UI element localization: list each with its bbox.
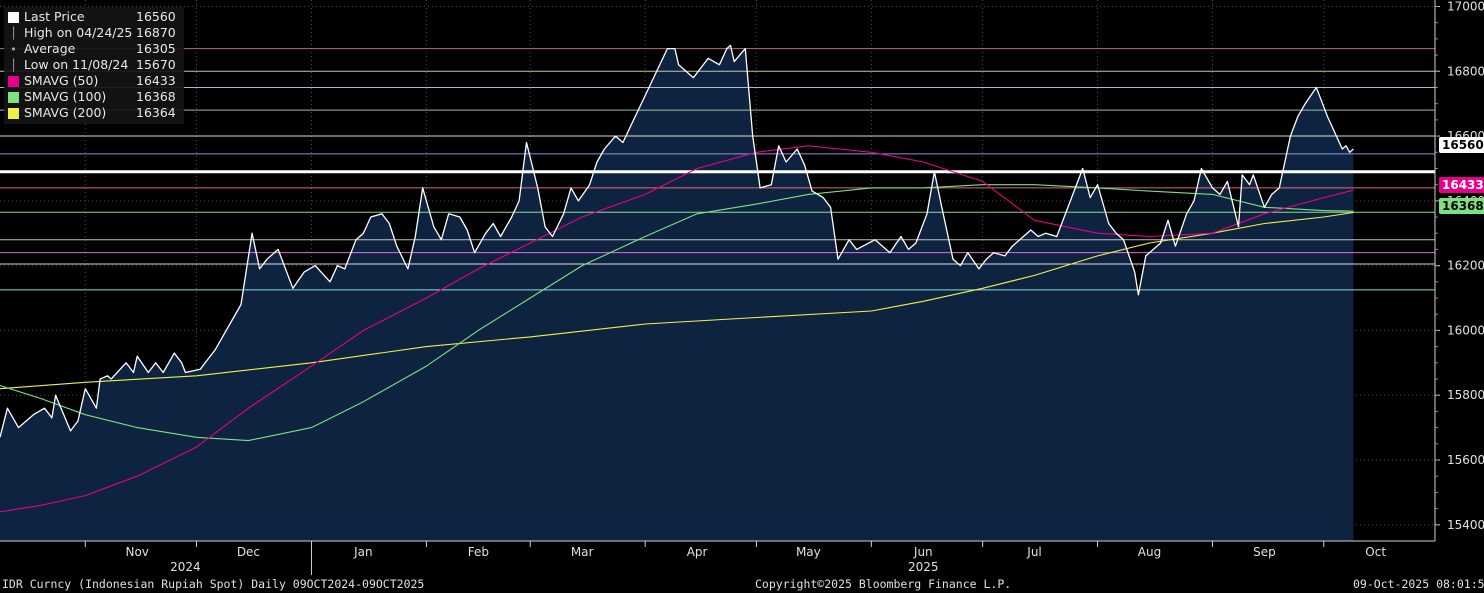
- legend-item: SMAVG (100) 16368: [8, 89, 176, 105]
- reference-lines: [0, 48, 1435, 291]
- y-tick-label: 16000: [1447, 323, 1484, 337]
- axes: 1540015600158001600016200164001660016800…: [0, 0, 1484, 575]
- last-price-tag: 16560: [1439, 137, 1484, 153]
- x-tick-label: Apr: [687, 545, 708, 559]
- footer-left: IDR Curncy (Indonesian Rupiah Spot) Dail…: [2, 577, 425, 591]
- price-area: [0, 45, 1354, 542]
- x-tick-label: Aug: [1138, 545, 1161, 559]
- legend-swatch: [8, 11, 19, 23]
- x-tick-label: Nov: [125, 545, 148, 559]
- sma50-line: [0, 145, 1354, 513]
- legend-value: 16368: [136, 89, 176, 104]
- legend-value: 16560: [136, 9, 176, 24]
- legend-label: Average: [24, 41, 76, 56]
- series-lines: [0, 44, 1354, 513]
- sma100-line: [0, 184, 1354, 442]
- high-marker-icon: │: [10, 26, 17, 40]
- price-area-fill: [0, 45, 1354, 542]
- last-price-line: [0, 44, 1354, 438]
- low-marker-icon: │: [10, 58, 17, 72]
- sma100-tag: 16368: [1439, 198, 1484, 214]
- x-tick-label: Jun: [913, 545, 933, 559]
- legend-value: 16433: [136, 73, 176, 88]
- y-tick-label: 15600: [1447, 453, 1484, 467]
- x-tick-label: Sep: [1253, 545, 1276, 559]
- x-tick-label: May: [796, 545, 821, 559]
- legend-swatch: [8, 91, 19, 103]
- legend-item: SMAVG (50) 16433: [8, 73, 176, 89]
- sma50-tag: 16433: [1439, 177, 1484, 193]
- legend-item: • Average 16305: [8, 41, 176, 57]
- legend-value: 15670: [136, 57, 176, 72]
- footer-right: 09-Oct-2025 08:01:59: [1353, 577, 1484, 591]
- legend-label: SMAVG (100): [24, 89, 107, 104]
- y-tick-label: 16800: [1447, 64, 1484, 78]
- legend-item: │ High on 04/24/25 16870: [8, 25, 176, 41]
- legend-label: SMAVG (50): [24, 73, 99, 88]
- x-tick-label: Mar: [571, 545, 594, 559]
- sma200-line: [0, 211, 1354, 390]
- average-marker-icon: •: [10, 42, 17, 56]
- legend-swatch: [8, 107, 19, 119]
- y-tick-label: 16200: [1447, 259, 1484, 273]
- legend-label: SMAVG (200): [24, 105, 107, 120]
- year-label: 2024: [170, 560, 201, 574]
- legend-item: SMAVG (200) 16364: [8, 105, 176, 121]
- legend-label: Low on 11/08/24: [24, 57, 129, 72]
- legend-item: │ Low on 11/08/24 15670: [8, 57, 176, 73]
- footer-center: Copyright©2025 Bloomberg Finance L.P.: [755, 577, 1012, 591]
- legend-label: High on 04/24/25: [24, 25, 133, 40]
- legend: Last Price 16560 │ High on 04/24/25 16870 • Av…: [4, 7, 184, 124]
- x-tick-label: Jan: [353, 545, 373, 559]
- x-tick-label: Oct: [1365, 545, 1386, 559]
- legend-value: 16364: [136, 105, 176, 120]
- legend-item: Last Price 16560: [8, 9, 176, 25]
- x-tick-label: Feb: [468, 545, 489, 559]
- legend-label: Last Price: [24, 9, 85, 24]
- legend-swatch: [8, 75, 19, 87]
- y-tick-label: 17000: [1447, 0, 1484, 13]
- y-tick-label: 15800: [1447, 388, 1484, 402]
- legend-value: 16870: [136, 25, 176, 40]
- x-tick-label: Jul: [1026, 545, 1041, 559]
- x-tick-label: Dec: [237, 545, 260, 559]
- y-tick-label: 15400: [1447, 518, 1484, 532]
- year-label: 2025: [908, 560, 939, 574]
- legend-value: 16305: [136, 41, 176, 56]
